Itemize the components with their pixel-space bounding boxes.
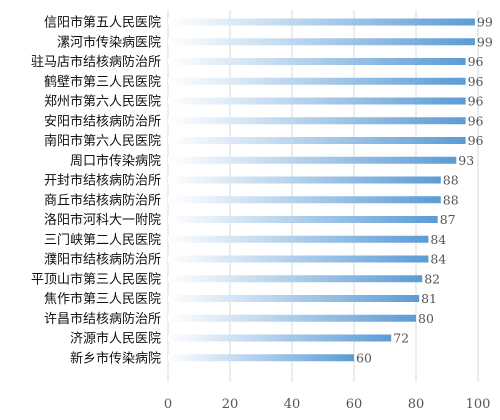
- bar: [168, 334, 392, 342]
- x-tick-label: 60: [346, 397, 363, 412]
- bar: [168, 314, 416, 322]
- value-label: 88: [443, 173, 459, 188]
- value-label: 84: [430, 252, 446, 267]
- category-label: 安阳市结核病防治所: [44, 113, 161, 129]
- bar: [168, 117, 466, 125]
- bar: [168, 354, 354, 362]
- bar: [168, 97, 466, 105]
- category-label: 三门峡第二人民医院: [44, 233, 161, 248]
- x-tick-label: 20: [222, 397, 239, 412]
- category-label: 商丘市结核病防治所: [44, 192, 161, 208]
- bar: [168, 255, 429, 263]
- category-label: 开封市结核病防治所: [44, 173, 161, 189]
- category-label: 新乡市传染病院: [70, 350, 161, 366]
- category-label: 济源市人民医院: [70, 331, 161, 347]
- bar: [168, 216, 438, 223]
- value-label: 96: [468, 133, 484, 148]
- bar: [168, 18, 475, 26]
- value-label: 96: [468, 113, 484, 128]
- category-label: 平顶山市第三人民医院: [31, 271, 161, 287]
- category-label: 许昌市结核病防治所: [44, 311, 161, 327]
- value-label: 99: [477, 34, 493, 49]
- value-label: 87: [440, 212, 456, 227]
- value-label: 96: [468, 54, 484, 69]
- value-label: 72: [393, 331, 409, 346]
- category-label: 周口市传染病院: [70, 153, 161, 169]
- x-tick-label: 0: [164, 397, 172, 412]
- category-label: 洛阳市河科大一附院: [44, 212, 161, 228]
- bar: [168, 275, 423, 283]
- value-labels: 99 99 96 96 96 96 96 93 88 88 87 84 84 82 81 80 72 60: [356, 15, 493, 366]
- value-label: 80: [418, 311, 434, 326]
- value-label: 93: [458, 153, 474, 168]
- category-label: 鹤壁市第三人民医院: [44, 74, 161, 90]
- value-label: 96: [468, 74, 484, 89]
- category-label: 南阳市第六人民医院: [44, 133, 161, 149]
- gridlines: [167, 10, 479, 382]
- value-label: 96: [468, 94, 484, 109]
- bar: [168, 196, 441, 204]
- value-label: 82: [424, 271, 440, 286]
- category-label: 郑州市第六人民医院: [44, 94, 161, 110]
- bar: [168, 38, 475, 46]
- x-tick-label: 80: [408, 397, 425, 412]
- value-label: 81: [421, 291, 437, 306]
- bar: [168, 77, 466, 85]
- bar: [168, 295, 420, 302]
- bar: [168, 156, 457, 164]
- bar: [168, 235, 429, 243]
- value-label: 60: [356, 350, 372, 365]
- value-label: 99: [477, 15, 493, 30]
- category-labels: 信阳市第五人民医院漯河市传染病医院驻马店市结核病防治所鹤壁市第三人民医院郑州市第…: [31, 15, 161, 367]
- category-label: 濮阳市结核病防治所: [44, 252, 161, 268]
- x-axis-ticks: 0 20 40 60 80 100: [164, 397, 491, 412]
- category-label: 信阳市第五人民医院: [44, 15, 161, 31]
- x-tick-label: 100: [466, 397, 491, 412]
- category-label: 驻马店市结核病防治所: [31, 54, 161, 70]
- bar: [168, 58, 466, 65]
- x-tick-label: 40: [284, 397, 301, 412]
- bars: [168, 18, 475, 362]
- value-label: 88: [443, 192, 459, 207]
- category-label: 漯河市传染病医院: [57, 34, 161, 50]
- bar: [168, 137, 466, 144]
- category-label: 焦作市第三人民医院: [44, 291, 161, 307]
- bar: [168, 176, 441, 184]
- value-label: 84: [430, 232, 446, 247]
